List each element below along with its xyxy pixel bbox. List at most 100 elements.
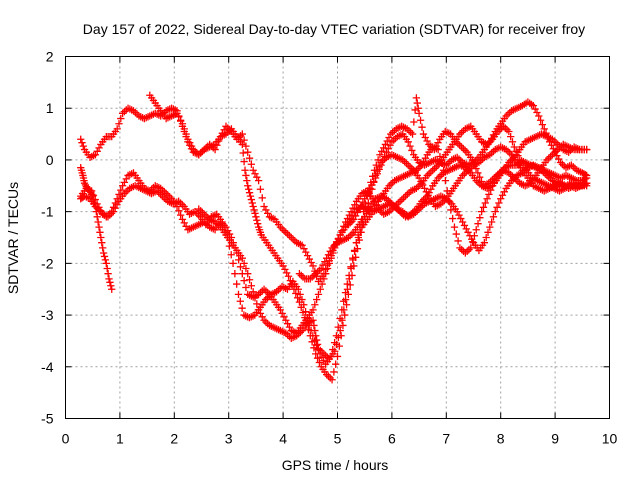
data-point-marker [491,207,499,216]
data-point-marker [507,133,515,141]
data-point-marker [441,176,450,185]
data-point-marker [322,270,330,278]
data-point-marker [218,218,226,226]
data-point-marker [244,148,252,156]
data-point-marker [227,251,235,259]
data-point-marker [483,195,491,203]
data-point-marker [236,263,245,271]
data-point-marker [535,112,543,120]
y-tick-label: -4 [41,359,54,375]
y-tick-label: 0 [46,152,54,168]
data-point-marker [413,99,421,107]
data-point-marker [106,278,114,286]
data-point-marker [89,191,98,199]
data-point-marker [97,233,105,242]
data-point-marker [102,259,110,268]
data-point-marker [247,160,256,168]
data-point-marker [115,120,123,128]
data-point-marker [583,145,591,154]
data-point-marker [249,288,257,296]
data-point-marker [241,166,249,174]
data-point-marker [258,194,266,202]
series-6 [195,140,591,363]
y-axis-label: SDTVAR / TECUs [5,182,21,294]
data-point-marker [91,195,99,204]
data-point-marker [436,152,444,161]
y-tick-label: 2 [46,49,54,65]
data-point-marker [467,244,475,252]
data-point-marker [343,285,352,293]
data-point-marker [247,195,256,204]
data-point-marker [476,214,484,222]
data-point-marker [310,321,318,330]
data-series [77,91,591,384]
data-point-marker [288,281,296,289]
data-point-marker [434,145,442,154]
data-point-marker [103,264,111,273]
data-point-marker [338,316,346,324]
x-tick-label: 10 [602,431,618,447]
series-7 [295,161,591,283]
data-point-marker [330,368,338,376]
data-point-marker [481,199,489,207]
data-point-marker [380,152,389,161]
data-point-marker [244,182,252,190]
data-point-marker [245,276,254,284]
data-point-marker [78,139,86,147]
data-point-marker [406,142,414,150]
data-point-marker [487,218,496,226]
plot-frame [65,56,610,419]
data-point-marker [108,285,116,293]
y-tick-label: -2 [41,255,54,271]
data-point-marker [180,125,188,133]
data-point-marker [338,226,346,235]
data-point-marker [314,290,323,299]
data-point-marker [479,203,488,211]
data-point-marker [514,151,522,160]
data-point-marker [408,130,417,138]
data-point-marker [253,216,261,224]
data-point-marker [313,354,322,362]
data-point-marker [104,270,112,278]
data-point-marker [240,158,248,166]
data-point-marker [256,185,265,193]
data-point-marker [239,149,247,157]
data-point-marker [87,187,96,195]
data-point-marker [308,338,316,346]
data-point-marker [238,140,246,149]
data-point-marker [304,326,313,334]
x-tick-label: 7 [442,431,450,447]
series-3 [77,122,591,337]
data-point-marker [342,295,350,304]
data-point-marker [252,213,260,221]
data-point-marker [474,169,482,177]
data-point-marker [489,213,498,221]
data-point-marker [323,264,332,273]
data-point-marker [340,222,348,230]
data-point-marker [339,321,347,330]
data-point-marker [331,347,339,355]
data-point-marker [312,332,320,340]
data-point-marker [332,340,341,349]
data-point-marker [247,282,256,290]
data-point-marker [246,192,255,200]
data-point-marker [414,104,422,112]
data-point-marker [328,376,336,384]
data-point-marker [234,290,243,299]
data-point-marker [238,130,246,138]
data-point-marker [476,173,484,181]
data-point-marker [248,199,256,207]
data-point-marker [352,239,361,247]
data-point-marker [493,203,501,211]
data-point-marker [366,192,374,200]
x-tick-label: 8 [497,431,505,447]
data-point-marker [311,301,319,309]
data-point-marker [253,300,261,308]
data-point-marker [472,226,480,234]
data-point-marker [178,120,187,128]
data-point-marker [334,333,343,342]
data-point-marker [251,209,259,218]
data-point-marker [333,352,342,361]
data-point-marker [347,264,355,273]
